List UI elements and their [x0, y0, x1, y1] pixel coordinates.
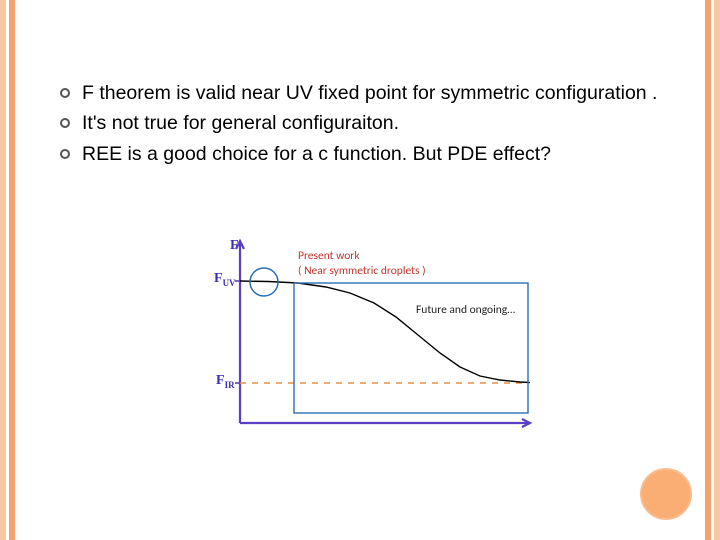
list-item: It's not true for general configuraiton. — [60, 110, 660, 136]
circle-bullet-icon — [60, 149, 70, 159]
label-sub: IR — [225, 380, 235, 390]
border-stripe-inner — [705, 0, 711, 540]
circle-bullet-icon — [60, 88, 70, 98]
list-item: F theorem is valid near UV fixed point f… — [60, 80, 660, 106]
annot-line: Present work — [298, 249, 426, 264]
f-theorem-diagram: F FUV FIR Present work ( Near symmetric … — [198, 235, 538, 445]
bullet-text: It's not true for general configuraiton. — [82, 110, 660, 136]
label-text: F — [230, 238, 239, 253]
annot-line: ( Near symmetric droplets ) — [298, 264, 426, 279]
axis-label-fuv: FUV — [214, 271, 236, 288]
border-stripe-outer — [0, 0, 6, 540]
label-text: F — [214, 271, 223, 286]
label-text: F — [216, 373, 225, 388]
border-stripe-inner — [9, 0, 15, 540]
border-stripe-outer — [714, 0, 720, 540]
bullet-text: REE is a good choice for a c function. B… — [82, 141, 660, 167]
axis-label-fir: FIR — [216, 373, 235, 390]
bullet-text: F theorem is valid near UV fixed point f… — [82, 80, 660, 106]
annot-text: Future and ongoing… — [416, 303, 515, 317]
axis-label-f: F — [230, 238, 239, 254]
annotation-future: Future and ongoing… — [416, 303, 515, 318]
content-area: F theorem is valid near UV fixed point f… — [60, 80, 660, 171]
circle-bullet-icon — [60, 118, 70, 128]
bullet-list: F theorem is valid near UV fixed point f… — [60, 80, 660, 167]
label-sub: UV — [223, 278, 236, 288]
decorative-circle-icon — [640, 468, 692, 520]
list-item: REE is a good choice for a c function. B… — [60, 141, 660, 167]
annotation-present-work: Present work ( Near symmetric droplets ) — [298, 249, 426, 279]
